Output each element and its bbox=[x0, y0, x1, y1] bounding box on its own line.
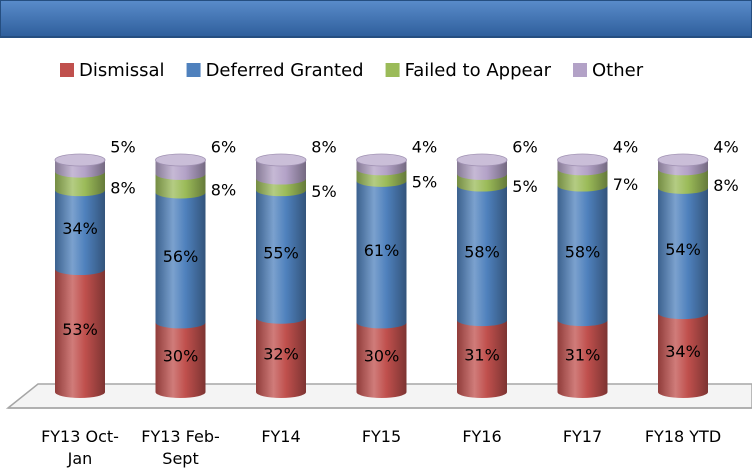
segment-edge bbox=[356, 163, 407, 176]
segment-edge bbox=[557, 314, 608, 327]
bar-segment bbox=[356, 180, 407, 323]
x-tick-label: FY16 bbox=[462, 427, 502, 446]
segment-edge bbox=[356, 174, 407, 187]
segment-edge bbox=[658, 307, 708, 320]
bar-segment bbox=[256, 317, 306, 392]
header-bar bbox=[0, 0, 752, 38]
data-label: 31% bbox=[565, 346, 601, 365]
cylinder-top bbox=[255, 153, 307, 167]
data-label: 58% bbox=[464, 242, 500, 261]
segment-edge bbox=[457, 179, 507, 192]
bar-segment bbox=[457, 185, 507, 321]
x-tick-label: FY15 bbox=[361, 427, 402, 446]
bar-segment bbox=[155, 192, 206, 323]
cylinder-top bbox=[356, 153, 407, 167]
legend-swatch bbox=[60, 63, 74, 77]
data-label: 34% bbox=[665, 342, 701, 361]
bar-segment bbox=[55, 190, 105, 270]
segment-edge bbox=[55, 263, 105, 276]
x-tick-label: FY14 bbox=[261, 427, 301, 446]
segment-edge bbox=[557, 179, 608, 192]
data-label: 8% bbox=[211, 181, 236, 200]
bar-segment bbox=[155, 322, 206, 392]
bar-segment bbox=[457, 320, 507, 392]
data-label: 34% bbox=[62, 219, 98, 238]
bar-segment bbox=[256, 190, 306, 318]
legend-swatch bbox=[573, 63, 587, 77]
cylinder-top bbox=[557, 153, 608, 167]
data-label: 54% bbox=[665, 240, 701, 259]
segment-edge bbox=[155, 316, 206, 329]
data-label: 4% bbox=[412, 138, 437, 157]
data-label: 5% bbox=[412, 173, 437, 192]
bar-segment bbox=[557, 320, 608, 392]
data-label: 8% bbox=[110, 178, 135, 197]
data-label: 30% bbox=[163, 347, 199, 366]
bar-segment bbox=[658, 187, 708, 314]
x-tick-label: FY13 Oct-Jan bbox=[41, 427, 119, 468]
legend-swatch bbox=[186, 63, 201, 77]
data-label: 4% bbox=[613, 138, 638, 157]
data-label: 8% bbox=[311, 138, 336, 157]
cylinder-top bbox=[456, 153, 508, 167]
legend-label: Failed to Appear bbox=[405, 60, 552, 81]
data-label: 5% bbox=[512, 177, 537, 196]
segment-edge bbox=[256, 184, 306, 197]
segment-edge bbox=[356, 316, 407, 329]
x-tick-label: FY17 bbox=[562, 427, 603, 446]
data-label: 30% bbox=[364, 347, 400, 366]
x-tick-label: FY13 Feb-Sept bbox=[141, 427, 220, 468]
bar-segment bbox=[658, 313, 708, 392]
segment-edge bbox=[55, 165, 105, 178]
x-tick-label: FY18 YTD bbox=[644, 427, 722, 446]
data-label: 53% bbox=[62, 320, 98, 339]
segment-edge bbox=[557, 163, 608, 176]
data-label: 6% bbox=[211, 138, 236, 157]
data-label: 61% bbox=[364, 241, 400, 260]
bar-segment bbox=[356, 322, 407, 392]
segment-edge bbox=[256, 311, 306, 324]
data-label: 6% bbox=[512, 138, 537, 157]
cylinder-top bbox=[657, 153, 709, 167]
data-label: 4% bbox=[713, 138, 738, 157]
bar-segment bbox=[55, 269, 105, 392]
data-label: 7% bbox=[613, 175, 638, 194]
segment-edge bbox=[256, 172, 306, 185]
segment-edge bbox=[658, 163, 708, 176]
segment-edge bbox=[155, 186, 206, 199]
data-label: 5% bbox=[311, 182, 336, 201]
data-label: 5% bbox=[110, 138, 135, 157]
legend-label: Other bbox=[592, 60, 644, 81]
cylinder-top bbox=[155, 153, 206, 167]
data-label: 56% bbox=[163, 247, 199, 266]
segment-edge bbox=[457, 314, 507, 327]
data-label: 31% bbox=[464, 346, 500, 365]
data-label: 55% bbox=[263, 243, 299, 262]
legend-label: Dismissal bbox=[79, 60, 165, 81]
data-label: 8% bbox=[713, 176, 738, 195]
cylinder-top bbox=[54, 153, 106, 167]
segment-edge bbox=[55, 184, 105, 197]
data-label: 58% bbox=[565, 242, 601, 261]
bar-segment bbox=[557, 185, 608, 321]
legend-swatch bbox=[385, 63, 400, 77]
segment-edge bbox=[658, 181, 708, 194]
segment-edge bbox=[155, 167, 206, 180]
segment-edge bbox=[457, 167, 507, 180]
legend-label: Deferred Granted bbox=[206, 60, 364, 81]
data-label: 32% bbox=[263, 344, 299, 363]
